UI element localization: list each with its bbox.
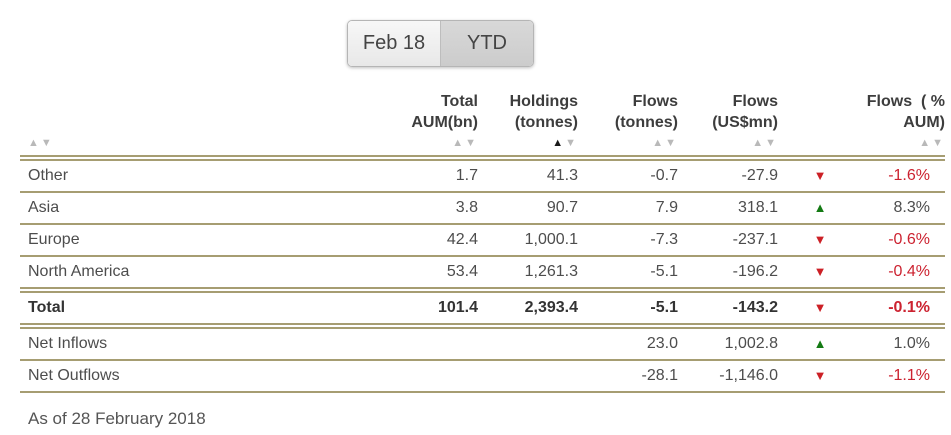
sort-arrows-flows-usd[interactable]: ▲▼ (678, 136, 778, 150)
flows-usd-value: 318.1 (678, 192, 778, 225)
flows-usd-value: -1,146.0 (678, 360, 778, 393)
tab-ytd[interactable]: YTD (440, 21, 533, 66)
trend-up-icon: ▲ (813, 200, 827, 215)
flows-tonnes-value: -28.1 (578, 360, 678, 393)
flows-tonnes-value: -0.7 (578, 158, 678, 193)
table-row-net-inflows: Net Inflows 23.0 1,002.8 ▲ 1.0% (20, 326, 945, 361)
column-label: Total (440, 93, 478, 110)
sort-desc-icon[interactable]: ▼ (665, 137, 678, 149)
sort-asc-icon[interactable]: ▲ (752, 137, 766, 149)
sort-arrows-holdings[interactable]: ▲▼ (478, 136, 578, 150)
holdings-table: ▲▼ Total AUM(bn) ▲▼ Holdings (tonnes) ▲▼… (20, 79, 945, 393)
flows-usd-value: -143.2 (678, 290, 778, 329)
trend-down-icon: ▼ (813, 300, 827, 315)
as-of-date: As of 28 February 2018 (28, 409, 206, 428)
total-aum-value: 3.8 (328, 192, 478, 225)
region-label: Total (20, 290, 328, 329)
column-header-flows-tonnes[interactable]: Flows (tonnes) ▲▼ (578, 79, 678, 161)
column-header-flows-usd[interactable]: Flows (US$mn) ▲▼ (678, 79, 778, 161)
flows-tonnes-value: 7.9 (578, 192, 678, 225)
column-label: Flows (632, 93, 678, 110)
sort-asc-icon[interactable]: ▲ (919, 137, 933, 149)
sort-desc-icon[interactable]: ▼ (40, 137, 54, 149)
column-label: AUM(bn) (411, 114, 478, 131)
region-label: Net Inflows (20, 326, 328, 361)
table-row-north-america: North America 53.4 1,261.3 -5.1 -196.2 ▼… (20, 256, 945, 293)
flows-tonnes-value: -7.3 (578, 224, 678, 257)
column-label: Flows (732, 93, 778, 110)
tab-feb-18[interactable]: Feb 18 (348, 21, 440, 66)
trend-down-icon: ▼ (813, 168, 827, 183)
column-header-direction-spacer (778, 79, 862, 161)
holdings-value: 2,393.4 (478, 290, 578, 329)
sort-asc-icon[interactable]: ▲ (28, 137, 41, 149)
total-aum-value: 42.4 (328, 224, 478, 257)
trend-down-icon: ▼ (813, 368, 827, 383)
header-row: ▲▼ Total AUM(bn) ▲▼ Holdings (tonnes) ▲▼… (20, 79, 945, 161)
holdings-value: 41.3 (478, 158, 578, 193)
holdings-value (478, 326, 578, 361)
flows-pct-value: -0.4% (862, 256, 945, 293)
flows-usd-value: -237.1 (678, 224, 778, 257)
total-aum-value (328, 326, 478, 361)
sort-arrows-flows-tonnes[interactable]: ▲▼ (578, 136, 678, 150)
column-label: Flows ( % (866, 93, 945, 110)
total-aum-value: 1.7 (328, 158, 478, 193)
column-label: AUM) (903, 114, 945, 131)
column-header-region[interactable]: ▲▼ (20, 79, 328, 161)
flows-pct-value: 8.3% (862, 192, 945, 225)
column-header-flows-pct[interactable]: Flows ( % AUM) ▲▼ (862, 79, 945, 161)
total-aum-value (328, 360, 478, 393)
table-row-europe: Europe 42.4 1,000.1 -7.3 -237.1 ▼ -0.6% (20, 224, 945, 257)
table-row-other: Other 1.7 41.3 -0.7 -27.9 ▼ -1.6% (20, 158, 945, 193)
holdings-value: 1,261.3 (478, 256, 578, 293)
column-label: (US$mn) (712, 114, 778, 131)
sort-arrows-total-aum[interactable]: ▲▼ (328, 136, 478, 150)
sort-desc-icon[interactable]: ▼ (565, 137, 578, 149)
column-label: (tonnes) (614, 114, 678, 131)
region-label: Net Outflows (20, 360, 328, 393)
total-aum-value: 53.4 (328, 256, 478, 293)
table-row-net-outflows: Net Outflows -28.1 -1,146.0 ▼ -1.1% (20, 360, 945, 393)
flows-usd-value: 1,002.8 (678, 326, 778, 361)
holdings-value: 90.7 (478, 192, 578, 225)
region-label: Europe (20, 224, 328, 257)
flows-usd-value: -27.9 (678, 158, 778, 193)
flows-tonnes-value: -5.1 (578, 290, 678, 329)
region-label: Other (20, 158, 328, 193)
flows-pct-value: 1.0% (862, 326, 945, 361)
sort-asc-icon[interactable]: ▲ (652, 137, 666, 149)
trend-down-icon: ▼ (813, 264, 827, 279)
holdings-value (478, 360, 578, 393)
flows-pct-value: -1.6% (862, 158, 945, 193)
sort-desc-icon[interactable]: ▼ (765, 137, 778, 149)
flows-usd-value: -196.2 (678, 256, 778, 293)
total-aum-value: 101.4 (328, 290, 478, 329)
flows-tonnes-value: -5.1 (578, 256, 678, 293)
table-row-total: Total 101.4 2,393.4 -5.1 -143.2 ▼ -0.1% (20, 290, 945, 329)
column-label: Holdings (509, 93, 578, 110)
sort-asc-icon-active[interactable]: ▲ (552, 137, 566, 149)
sort-arrows-region[interactable]: ▲▼ (28, 136, 328, 150)
column-header-holdings[interactable]: Holdings (tonnes) ▲▼ (478, 79, 578, 161)
region-label: North America (20, 256, 328, 293)
holdings-value: 1,000.1 (478, 224, 578, 257)
sort-desc-icon[interactable]: ▼ (465, 137, 478, 149)
table-row-asia: Asia 3.8 90.7 7.9 318.1 ▲ 8.3% (20, 192, 945, 225)
period-toggle: Feb 18 YTD (347, 20, 534, 67)
sort-arrows-flows-pct[interactable]: ▲▼ (862, 136, 945, 150)
column-header-total-aum[interactable]: Total AUM(bn) ▲▼ (328, 79, 478, 161)
flows-pct-value: -1.1% (862, 360, 945, 393)
sort-asc-icon[interactable]: ▲ (452, 137, 466, 149)
sort-desc-icon[interactable]: ▼ (932, 137, 945, 149)
flows-tonnes-value: 23.0 (578, 326, 678, 361)
trend-up-icon: ▲ (813, 336, 827, 351)
column-label: (tonnes) (514, 114, 578, 131)
flows-pct-value: -0.1% (862, 290, 945, 329)
trend-down-icon: ▼ (813, 232, 827, 247)
region-label: Asia (20, 192, 328, 225)
flows-pct-value: -0.6% (862, 224, 945, 257)
